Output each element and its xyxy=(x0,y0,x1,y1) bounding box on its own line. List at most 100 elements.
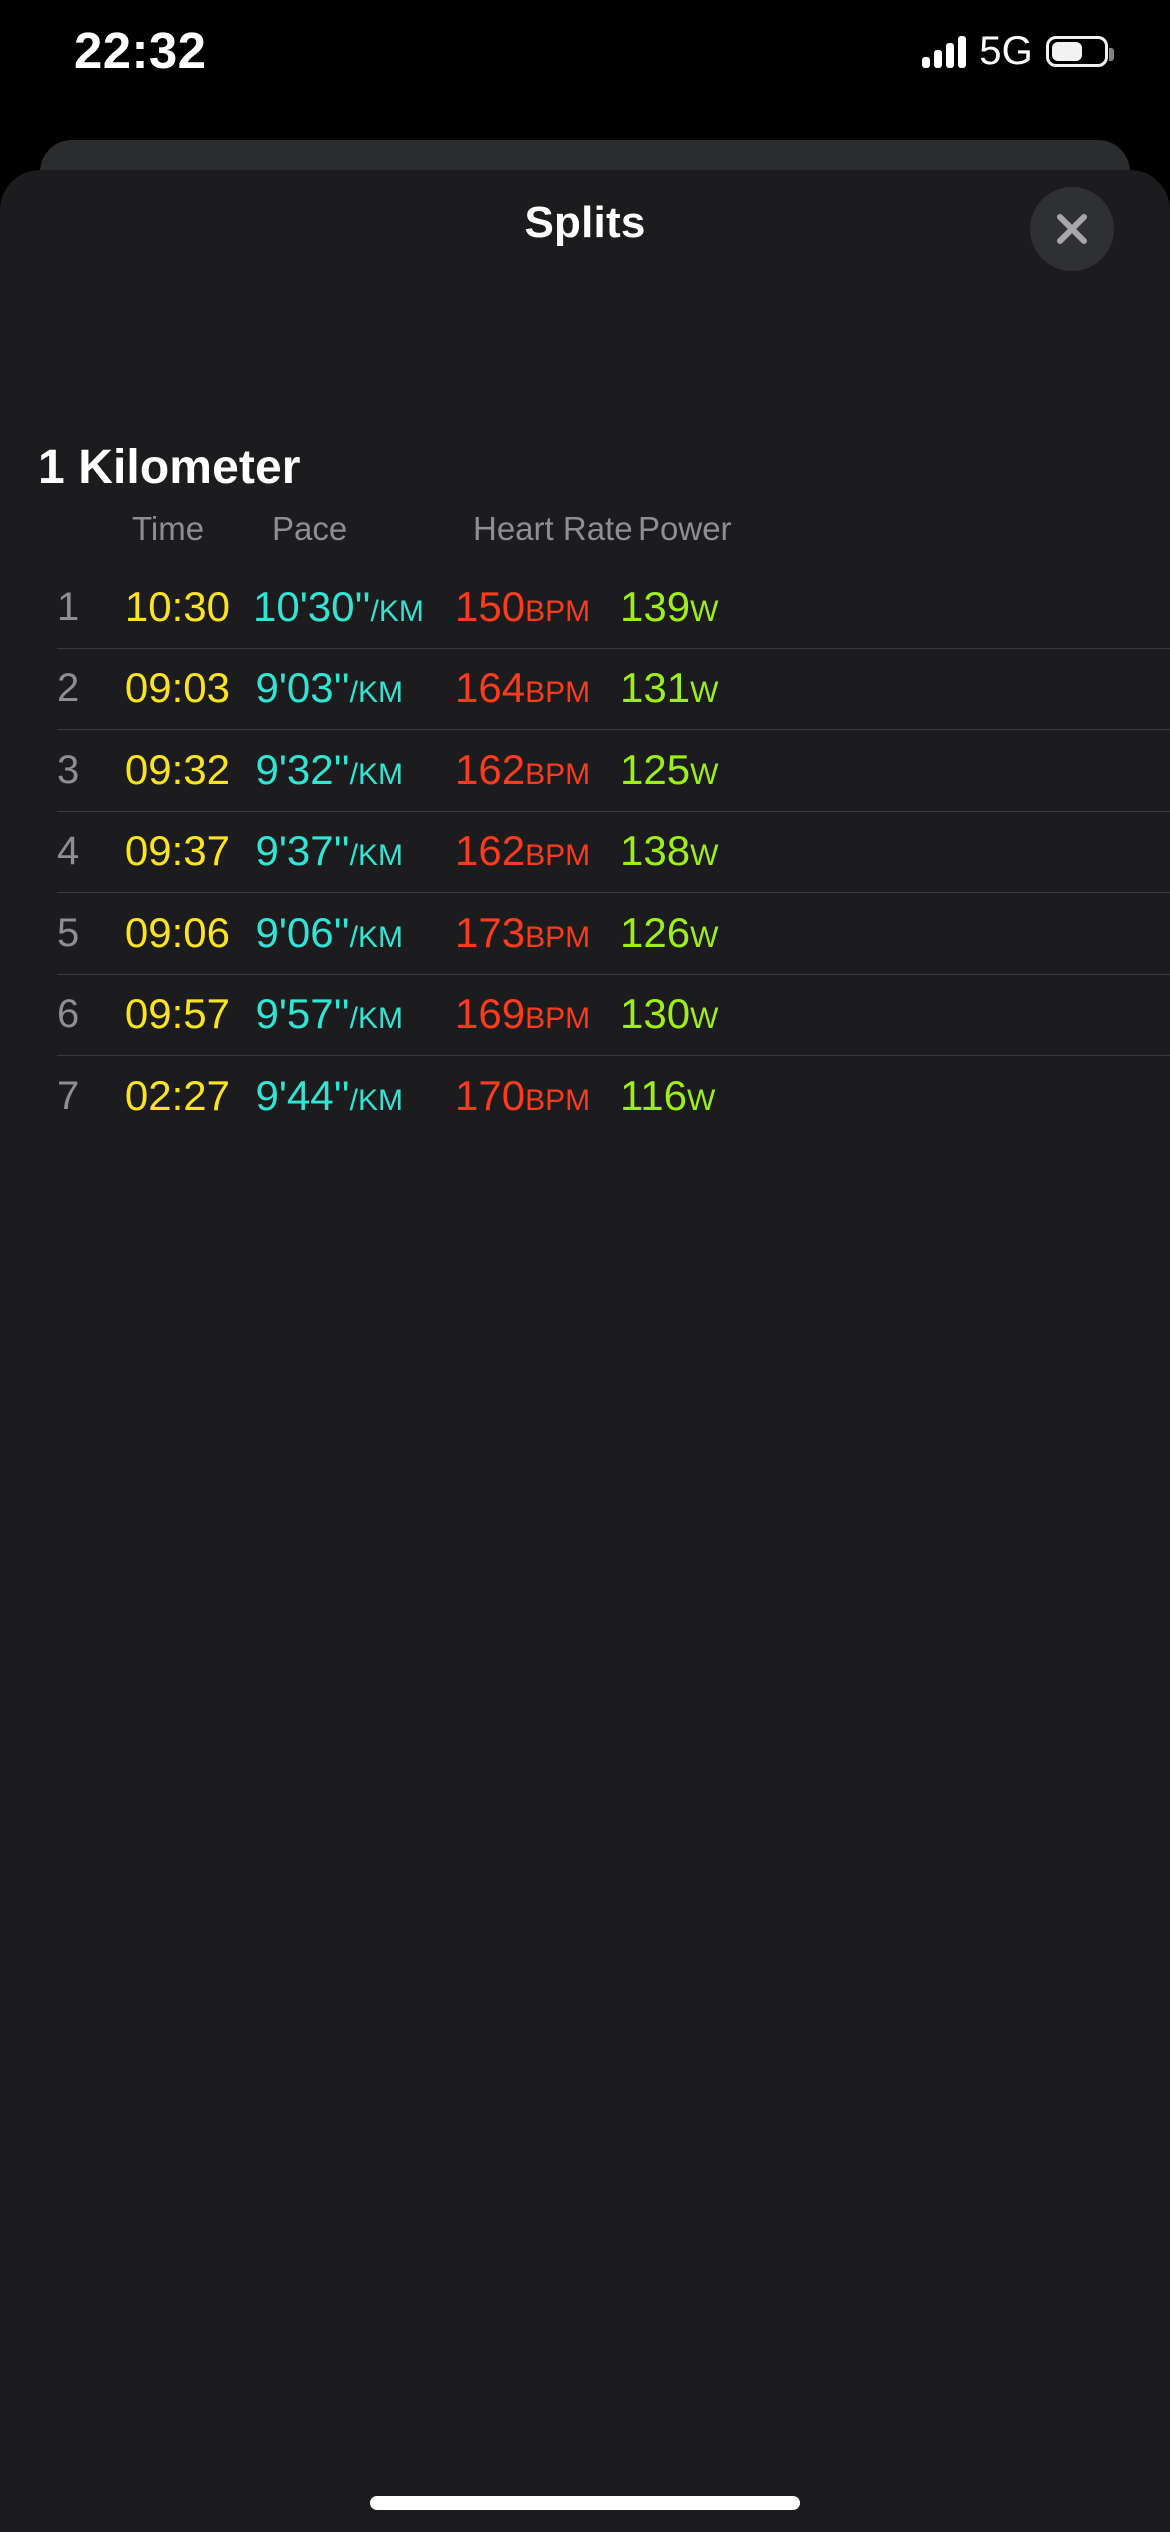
split-heart-rate: 173BPM xyxy=(455,908,590,956)
sheet-header: Splits xyxy=(0,170,1170,290)
split-pace-value: 9'06'' xyxy=(255,908,350,956)
split-heart-rate: 170BPM xyxy=(455,1071,590,1119)
split-power-unit: W xyxy=(690,1002,719,1036)
splits-table: Time Pace Heart Rate Power 1 10:30 10'30''… xyxy=(0,510,1170,1137)
split-power-unit: W xyxy=(690,594,719,628)
split-power-unit: W xyxy=(686,1083,716,1117)
table-row: 6 09:57 9'57''/KM 169BPM 130W xyxy=(0,973,1170,1056)
split-heart-rate: 169BPM xyxy=(455,990,590,1038)
split-power-unit: W xyxy=(690,920,719,954)
split-heart-rate-value: 150 xyxy=(455,582,526,630)
cellular-bars-icon xyxy=(922,34,967,68)
split-pace-unit: /KM xyxy=(349,757,403,791)
split-heart-rate-value: 169 xyxy=(455,990,526,1038)
status-bar-clock: 22:32 xyxy=(74,22,207,79)
split-index: 3 xyxy=(57,747,80,792)
table-row: 2 09:03 9'03''/KM 164BPM 131W xyxy=(0,647,1170,730)
column-header-pace: Pace xyxy=(272,510,348,547)
close-icon xyxy=(1057,214,1087,244)
split-power-value: 130 xyxy=(620,990,691,1038)
split-time: 09:32 xyxy=(124,745,230,793)
split-power: 138W xyxy=(620,827,718,875)
split-pace: 10'30''/KM xyxy=(253,582,424,630)
split-index: 1 xyxy=(57,584,80,629)
split-pace-value: 9'57'' xyxy=(255,990,350,1038)
table-row: 3 09:32 9'32''/KM 162BPM 125W xyxy=(0,729,1170,811)
split-pace-unit: /KM xyxy=(349,676,403,710)
split-heart-rate-unit: BPM xyxy=(525,757,591,791)
table-row: 4 09:37 9'37''/KM 162BPM 138W xyxy=(0,810,1170,893)
split-index: 6 xyxy=(57,992,80,1037)
split-pace-value: 9'37'' xyxy=(255,827,350,875)
split-index: 7 xyxy=(57,1073,80,1118)
split-heart-rate-value: 162 xyxy=(455,745,526,793)
split-heart-rate-value: 170 xyxy=(455,1071,526,1119)
split-power-value: 116 xyxy=(620,1071,687,1119)
split-pace-unit: /KM xyxy=(349,839,403,873)
split-pace-unit: /KM xyxy=(349,1002,403,1036)
column-header-heart-rate: Heart Rate xyxy=(473,510,633,547)
split-pace: 9'03''/KM xyxy=(253,667,403,709)
split-power-unit: W xyxy=(690,839,719,873)
split-heart-rate-unit: BPM xyxy=(525,920,591,954)
split-pace: 9'37''/KM xyxy=(253,830,403,872)
split-time: 10:30 xyxy=(124,582,230,630)
split-heart-rate-unit: BPM xyxy=(525,839,591,873)
split-power: 139W xyxy=(620,582,718,630)
section-title: 1 Kilometer xyxy=(38,441,301,494)
splits-rows: 1 10:30 10'30''/KM 150BPM 139W 2 09:03 9'03''/K… xyxy=(0,566,1170,1137)
split-heart-rate-unit: BPM xyxy=(525,594,591,628)
close-button[interactable] xyxy=(1030,187,1114,271)
split-power-value: 131 xyxy=(620,664,691,712)
split-heart-rate: 164BPM xyxy=(455,664,590,712)
split-heart-rate-value: 164 xyxy=(455,664,526,712)
battery-icon xyxy=(1046,35,1114,67)
split-power: 126W xyxy=(620,908,718,956)
split-heart-rate-value: 173 xyxy=(455,908,526,956)
split-pace: 9'57''/KM xyxy=(253,993,403,1035)
table-row: 1 10:30 10'30''/KM 150BPM 139W xyxy=(0,566,1170,648)
table-row: 7 02:27 9'44''/KM 170BPM 116W xyxy=(0,1055,1170,1137)
split-time: 02:27 xyxy=(124,1071,230,1119)
page-title: Splits xyxy=(524,198,646,247)
table-row: 5 09:06 9'06''/KM 173BPM 126W xyxy=(0,892,1170,974)
split-pace-value: 10'30'' xyxy=(253,582,371,630)
split-power: 125W xyxy=(620,748,718,791)
splits-sheet: Splits 1 Kilometer Time Pace Heart Rate … xyxy=(0,170,1170,2532)
split-heart-rate: 150BPM xyxy=(455,582,590,630)
split-index: 2 xyxy=(57,666,80,711)
split-heart-rate-unit: BPM xyxy=(525,676,591,710)
split-heart-rate-unit: BPM xyxy=(525,1002,591,1036)
split-power-value: 138 xyxy=(620,827,691,875)
split-index: 5 xyxy=(57,910,80,955)
split-pace: 9'44''/KM xyxy=(253,1071,403,1119)
split-power-unit: W xyxy=(690,676,719,710)
split-time: 09:03 xyxy=(124,664,230,712)
split-time: 09:57 xyxy=(124,990,230,1038)
split-pace-unit: /KM xyxy=(349,920,403,954)
status-bar: 22:32 5G xyxy=(0,0,1170,98)
network-type-label: 5G xyxy=(979,29,1033,73)
split-pace-unit: /KM xyxy=(349,1083,403,1117)
split-pace-value: 9'44'' xyxy=(255,1071,350,1119)
split-power: 131W xyxy=(620,664,718,712)
column-header-power: Power xyxy=(638,510,732,547)
split-pace-value: 9'03'' xyxy=(255,664,350,712)
split-power-value: 126 xyxy=(620,908,691,956)
split-power: 130W xyxy=(620,990,718,1038)
table-header-row: Time Pace Heart Rate Power xyxy=(0,510,1170,566)
split-pace-value: 9'32'' xyxy=(255,745,350,793)
split-heart-rate-unit: BPM xyxy=(525,1083,591,1117)
split-time: 09:06 xyxy=(124,908,230,956)
split-pace: 9'06''/KM xyxy=(253,908,403,956)
split-power: 116W xyxy=(620,1071,715,1119)
split-index: 4 xyxy=(57,829,80,874)
split-heart-rate: 162BPM xyxy=(455,745,590,793)
split-heart-rate-value: 162 xyxy=(455,827,526,875)
split-power-value: 139 xyxy=(620,582,691,630)
split-time: 09:37 xyxy=(124,827,230,875)
home-indicator[interactable] xyxy=(370,2496,800,2510)
status-bar-indicators: 5G xyxy=(922,26,1114,76)
split-power-unit: W xyxy=(690,757,719,791)
column-header-time: Time xyxy=(132,510,205,547)
